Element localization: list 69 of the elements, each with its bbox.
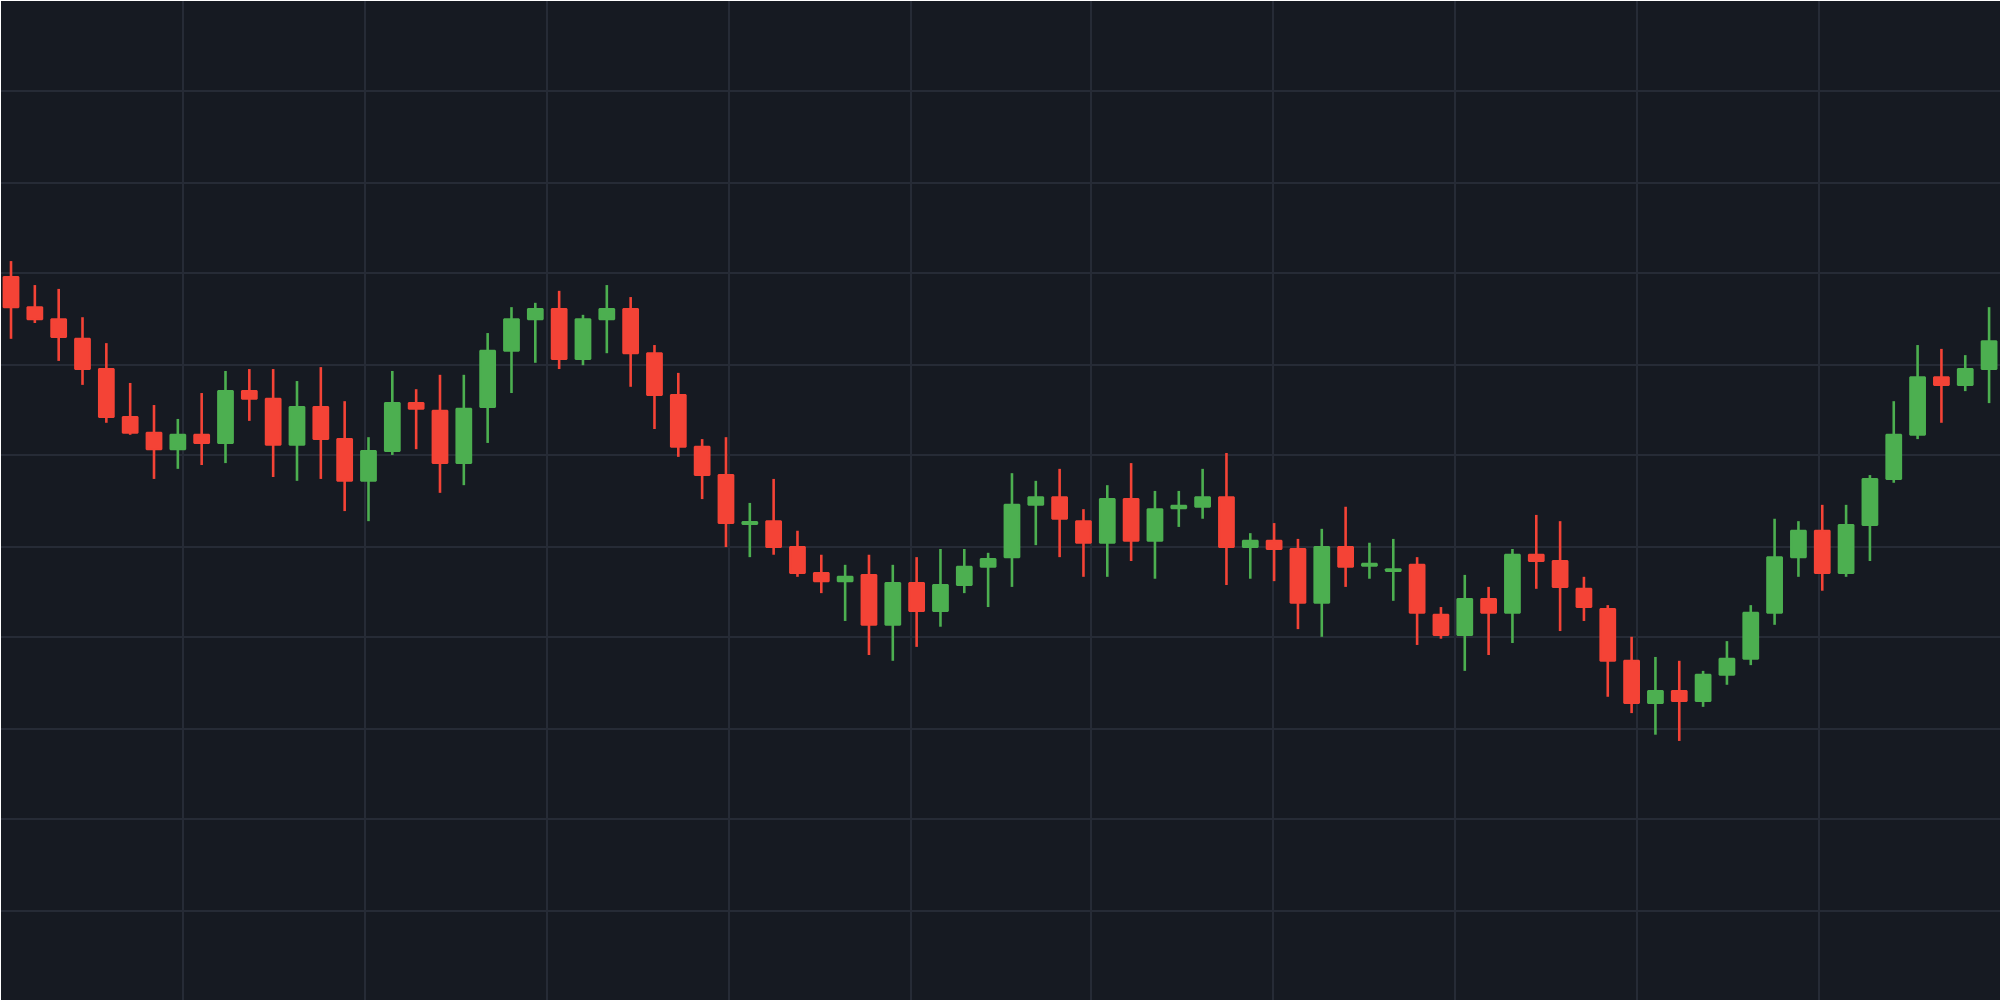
candlestick (574, 313, 592, 367)
candlestick (622, 295, 640, 389)
candlestick (979, 551, 997, 609)
candlestick (97, 341, 115, 425)
candlestick (1790, 519, 1807, 579)
candlestick (240, 367, 258, 423)
candlestick (812, 553, 830, 595)
candlestick (1241, 531, 1259, 581)
candlestick (1694, 669, 1712, 709)
candlestick (741, 501, 759, 559)
candlestick (1146, 489, 1164, 581)
candlestick (1432, 605, 1450, 641)
candlestick (503, 305, 520, 395)
candlestick (1027, 479, 1045, 547)
candlestick (693, 437, 711, 501)
candlestick (288, 379, 306, 483)
candlestick (765, 477, 783, 557)
candlestick (1837, 503, 1855, 579)
candlestick (836, 563, 854, 623)
candlestick (1575, 575, 1593, 623)
candlestick (1861, 473, 1879, 563)
candlestick (1551, 519, 1569, 633)
candlestick (884, 563, 902, 663)
candlestick (1194, 467, 1212, 521)
candlestick (717, 435, 735, 549)
candlestick (1933, 347, 1950, 425)
candlestick (598, 283, 616, 355)
candlestick (1527, 513, 1545, 591)
candlestick (526, 301, 544, 365)
candlestick (383, 369, 401, 457)
candlestick (1456, 573, 1474, 673)
candlestick (789, 529, 806, 579)
candlestick (26, 283, 44, 325)
candlestick (1647, 655, 1664, 736)
candlestick (1408, 555, 1426, 647)
candlestick (1980, 305, 1998, 405)
candlestick (1813, 503, 1831, 593)
candlestick (1742, 603, 1760, 667)
candlestick (1337, 505, 1354, 589)
candlestick (1122, 461, 1140, 563)
candlestick (169, 417, 187, 471)
candlestick (50, 287, 68, 363)
candlestick (264, 367, 282, 479)
candlestick (336, 399, 354, 513)
candlestick (193, 391, 211, 467)
candlestick (1361, 541, 1378, 581)
candlestick (646, 343, 663, 431)
candlestick (1098, 483, 1116, 579)
candlestick (1384, 537, 1402, 603)
candlestick (1051, 467, 1069, 559)
candlestick (908, 555, 926, 649)
candlestick (955, 547, 973, 595)
candlestick (932, 547, 949, 629)
candlestick (1956, 353, 1974, 393)
candlestick (1480, 585, 1497, 657)
candlestick (360, 435, 377, 523)
candlestick (1623, 635, 1640, 715)
candlestick (312, 365, 330, 481)
candlestick (2, 259, 20, 341)
candlestick (1885, 399, 1903, 485)
candlestick (1718, 639, 1736, 687)
candlestick (121, 381, 139, 437)
candlestick (1170, 489, 1188, 529)
candlestick (74, 315, 91, 387)
candlestick (407, 387, 425, 451)
candlestick (1075, 507, 1092, 579)
candlestick (145, 403, 163, 481)
candlestick (1265, 521, 1283, 583)
candlestick (1670, 659, 1688, 743)
